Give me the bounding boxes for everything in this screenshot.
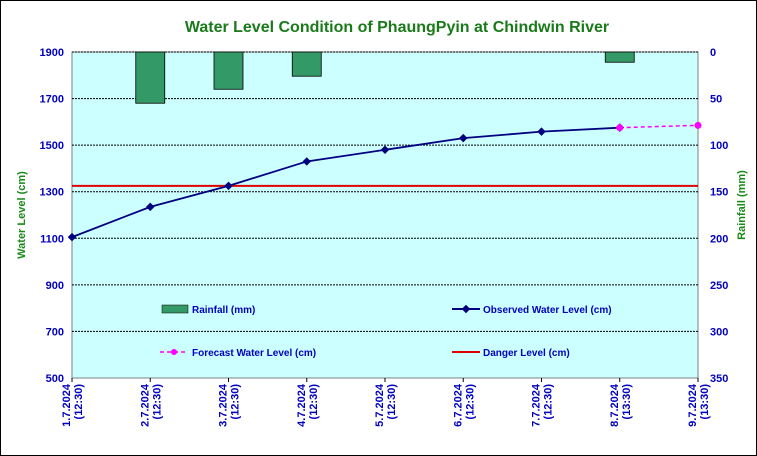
x-tick-time: (12:30) [151,384,163,420]
y2-tick-label: 100 [710,140,728,152]
x-tick-date: 5.7.2024 [374,383,386,427]
y2-tick-label: 150 [710,187,728,199]
legend-rainfall-label: Rainfall (mm) [192,305,255,316]
x-tick-date: 3.7.2024 [218,383,230,427]
y2-tick-label: 200 [710,233,728,245]
legend-danger-label: Danger Level (cm) [483,348,570,359]
x-tick-date: 2.7.2024 [139,383,151,427]
left-axis-ticks: 500 700 900 1100 1300 1500 1700 1900 [40,47,64,385]
right-axis-ticks: 0 50 100 150 200 250 300 350 [710,47,728,385]
x-tick-time: (12:30) [73,384,85,420]
x-axis-ticks: 1.7.2024 (12:30) 2.7.2024 (12:30) 3.7.2024 (1… [61,378,711,427]
observed-point [302,157,311,166]
observed-point [67,232,77,242]
x-tick-date: 8.7.2024 [609,383,621,427]
y-tick-label: 1500 [40,140,64,152]
observed-point [380,145,390,155]
x-tick-date: 7.7.2024 [531,383,543,427]
right-axis-title: Rainfall (mm) [736,170,748,240]
legend-rainfall-swatch [161,304,189,314]
left-axis-title: Water Level (cm) [16,171,28,259]
x-tick-time: (12:30) [308,384,320,420]
observed-point [459,133,468,143]
series-lines [67,121,702,242]
legend-forecast-label: Forecast Water Level (cm) [192,348,316,359]
rainfall-bar [213,51,244,90]
y2-tick-label: 250 [710,280,728,292]
x-tick-date: 6.7.2024 [452,383,464,427]
y-tick-label: 1700 [40,94,64,106]
y2-tick-label: 0 [710,47,716,59]
rainfall-bar [291,51,322,77]
observed-point [224,181,233,191]
observed-water-level-line [71,126,620,238]
gridlines [72,51,698,332]
chart-title: Water Level Condition of PhaungPyin at C… [185,19,609,36]
y-tick-label: 1900 [40,47,64,59]
rainfall-bars [135,51,635,104]
x-tick-time: (12:30) [230,384,242,420]
plot-area [71,51,699,379]
y2-tick-label: 300 [710,326,728,338]
x-tick-time: (12:30) [386,384,398,420]
y-tick-label: 900 [46,280,64,292]
rainfall-bar [604,51,635,63]
y-tick-label: 500 [46,373,64,385]
forecast-point [616,124,624,132]
x-tick-date: 4.7.2024 [296,383,308,427]
y-tick-label: 700 [46,326,64,338]
legend-observed-label: Observed Water Level (cm) [483,305,612,316]
x-tick-time: (12:30) [464,384,476,420]
legend-forecast-marker [171,349,177,355]
y2-tick-label: 350 [710,373,728,385]
observed-point [146,202,155,212]
x-tick-date: 1.7.2024 [61,383,73,427]
legend: Rainfall (mm) Observed Water Level (cm) … [160,304,612,359]
x-tick-time: (13:30) [621,384,633,420]
y2-tick-label: 50 [710,94,722,106]
forecast-point [694,121,702,129]
rainfall-bar [135,51,166,104]
forecast-water-level-line [619,124,699,129]
x-tick-time: (12:30) [543,384,555,420]
legend-observed-marker [461,304,471,314]
x-tick-date: 9.7.2024 [687,383,699,427]
x-tick-time: (13:30) [699,384,711,420]
y-tick-label: 1300 [40,187,64,199]
y-tick-label: 1100 [40,233,64,245]
